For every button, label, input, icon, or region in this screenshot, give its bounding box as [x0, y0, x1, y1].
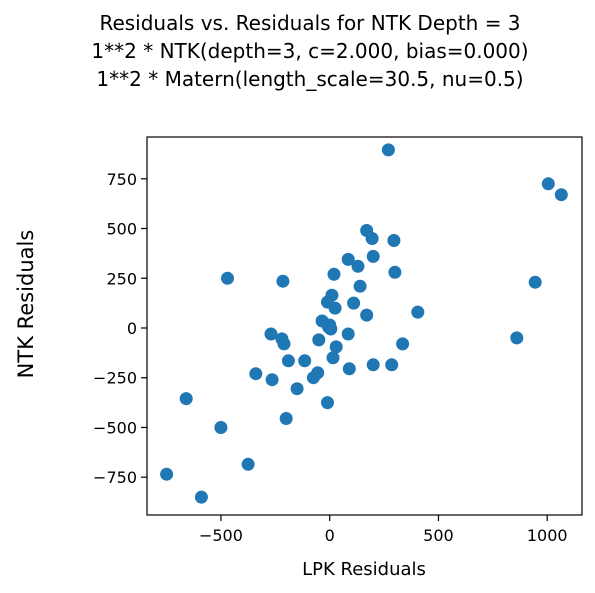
data-point	[388, 265, 402, 279]
data-point	[510, 331, 524, 345]
data-point	[281, 354, 295, 368]
data-point	[541, 177, 555, 191]
data-point	[324, 322, 338, 336]
data-point	[321, 396, 334, 410]
data-point	[312, 333, 326, 347]
data-point	[306, 371, 320, 385]
data-point	[214, 421, 228, 434]
y-tick-label: 250	[106, 269, 137, 288]
title-line-1: Residuals vs. Residuals for NTK Depth = …	[99, 11, 520, 35]
data-point	[341, 252, 355, 266]
title-line-2: 1**2 * NTK(depth=3, c=2.000, bias=0.000)	[91, 39, 528, 63]
x-tick-label: 0	[325, 526, 335, 545]
data-point	[298, 354, 312, 368]
data-point	[528, 275, 542, 289]
data-point	[381, 143, 395, 157]
y-tick-label: 750	[106, 170, 137, 189]
data-point	[366, 358, 380, 372]
data-point	[329, 340, 343, 354]
data-point	[179, 392, 193, 406]
data-point	[328, 301, 342, 315]
plot-frame	[146, 136, 583, 516]
data-point	[326, 351, 340, 365]
data-point	[385, 358, 399, 372]
data-point	[341, 327, 355, 341]
data-point	[279, 412, 293, 425]
y-tick-label: −500	[93, 418, 137, 437]
y-axis-label: NTK Residuals	[14, 230, 38, 379]
y-axis-ticks: −750 −500 −250 0 250 500 750	[93, 170, 147, 487]
y-tick-label: 500	[106, 220, 137, 239]
x-axis-label: LPK Residuals	[302, 559, 426, 580]
data-point	[396, 337, 410, 351]
data-point	[360, 308, 374, 322]
x-tick-label: 1000	[527, 526, 568, 545]
data-point	[241, 457, 255, 471]
data-point	[342, 362, 356, 376]
x-axis-ticks: −500 0 500 1000	[199, 515, 568, 545]
data-point	[249, 367, 263, 381]
x-tick-label: 500	[423, 526, 454, 545]
y-tick-label: −250	[93, 369, 137, 388]
data-point	[327, 267, 341, 281]
chart-title: Residuals vs. Residuals for NTK Depth = …	[91, 11, 528, 91]
y-tick-label: −750	[93, 468, 137, 487]
title-line-3: 1**2 * Matern(length_scale=30.5, nu=0.5)	[96, 67, 523, 91]
data-point	[264, 327, 278, 341]
data-point	[194, 490, 208, 504]
data-point	[366, 249, 380, 263]
data-point	[276, 274, 290, 288]
data-point	[290, 382, 304, 396]
data-point	[347, 296, 361, 310]
y-tick-label: 0	[127, 319, 137, 338]
data-point	[365, 232, 379, 245]
data-points	[160, 143, 568, 504]
data-point	[277, 337, 291, 351]
data-point	[265, 373, 279, 387]
data-point	[411, 305, 425, 319]
x-tick-label: −500	[199, 526, 243, 545]
data-point	[221, 271, 234, 285]
data-point	[351, 259, 365, 273]
data-point	[353, 279, 367, 293]
data-point	[554, 188, 568, 202]
data-point	[387, 234, 401, 247]
data-point	[160, 467, 174, 481]
